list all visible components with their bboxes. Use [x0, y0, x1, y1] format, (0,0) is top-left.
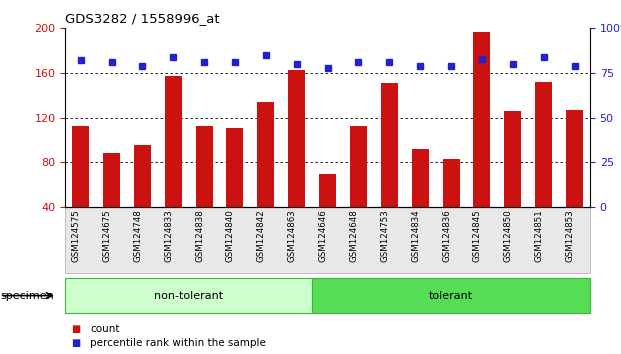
Bar: [443, 159, 460, 207]
Text: tolerant: tolerant: [429, 291, 473, 301]
Text: GDS3282 / 1558996_at: GDS3282 / 1558996_at: [65, 12, 220, 25]
Bar: [319, 173, 336, 207]
Text: GSM124863: GSM124863: [288, 209, 297, 262]
Text: GSM124836: GSM124836: [442, 209, 451, 262]
Bar: [165, 76, 182, 207]
Text: GSM124648: GSM124648: [350, 209, 358, 262]
Bar: [412, 149, 428, 207]
Text: GSM124753: GSM124753: [380, 209, 389, 262]
Text: GSM124842: GSM124842: [257, 209, 266, 262]
Bar: [504, 111, 521, 207]
Bar: [381, 83, 398, 207]
Bar: [103, 154, 120, 207]
Bar: [473, 32, 491, 207]
Text: percentile rank within the sample: percentile rank within the sample: [90, 338, 266, 348]
Text: ■: ■: [71, 324, 81, 334]
Bar: [350, 126, 367, 207]
Text: ■: ■: [71, 338, 81, 348]
Text: GSM124853: GSM124853: [566, 209, 574, 262]
Text: GSM124850: GSM124850: [504, 209, 513, 262]
Bar: [196, 126, 212, 207]
Text: GSM124838: GSM124838: [195, 209, 204, 262]
Text: count: count: [90, 324, 120, 334]
Text: GSM124834: GSM124834: [411, 209, 420, 262]
Bar: [227, 128, 243, 207]
Text: specimen: specimen: [1, 291, 55, 301]
Text: GSM124845: GSM124845: [473, 209, 482, 262]
Text: GSM124833: GSM124833: [164, 209, 173, 262]
Text: GSM124840: GSM124840: [226, 209, 235, 262]
Text: GSM124748: GSM124748: [134, 209, 142, 262]
Text: GSM124851: GSM124851: [535, 209, 543, 262]
Bar: [257, 102, 274, 207]
Bar: [288, 70, 305, 207]
Bar: [566, 110, 583, 207]
Text: non-tolerant: non-tolerant: [154, 291, 223, 301]
Text: GSM124646: GSM124646: [319, 209, 328, 262]
Bar: [134, 144, 151, 207]
Bar: [535, 82, 552, 207]
Text: GSM124675: GSM124675: [102, 209, 112, 262]
Text: GSM124575: GSM124575: [71, 209, 81, 262]
Bar: [72, 126, 89, 207]
